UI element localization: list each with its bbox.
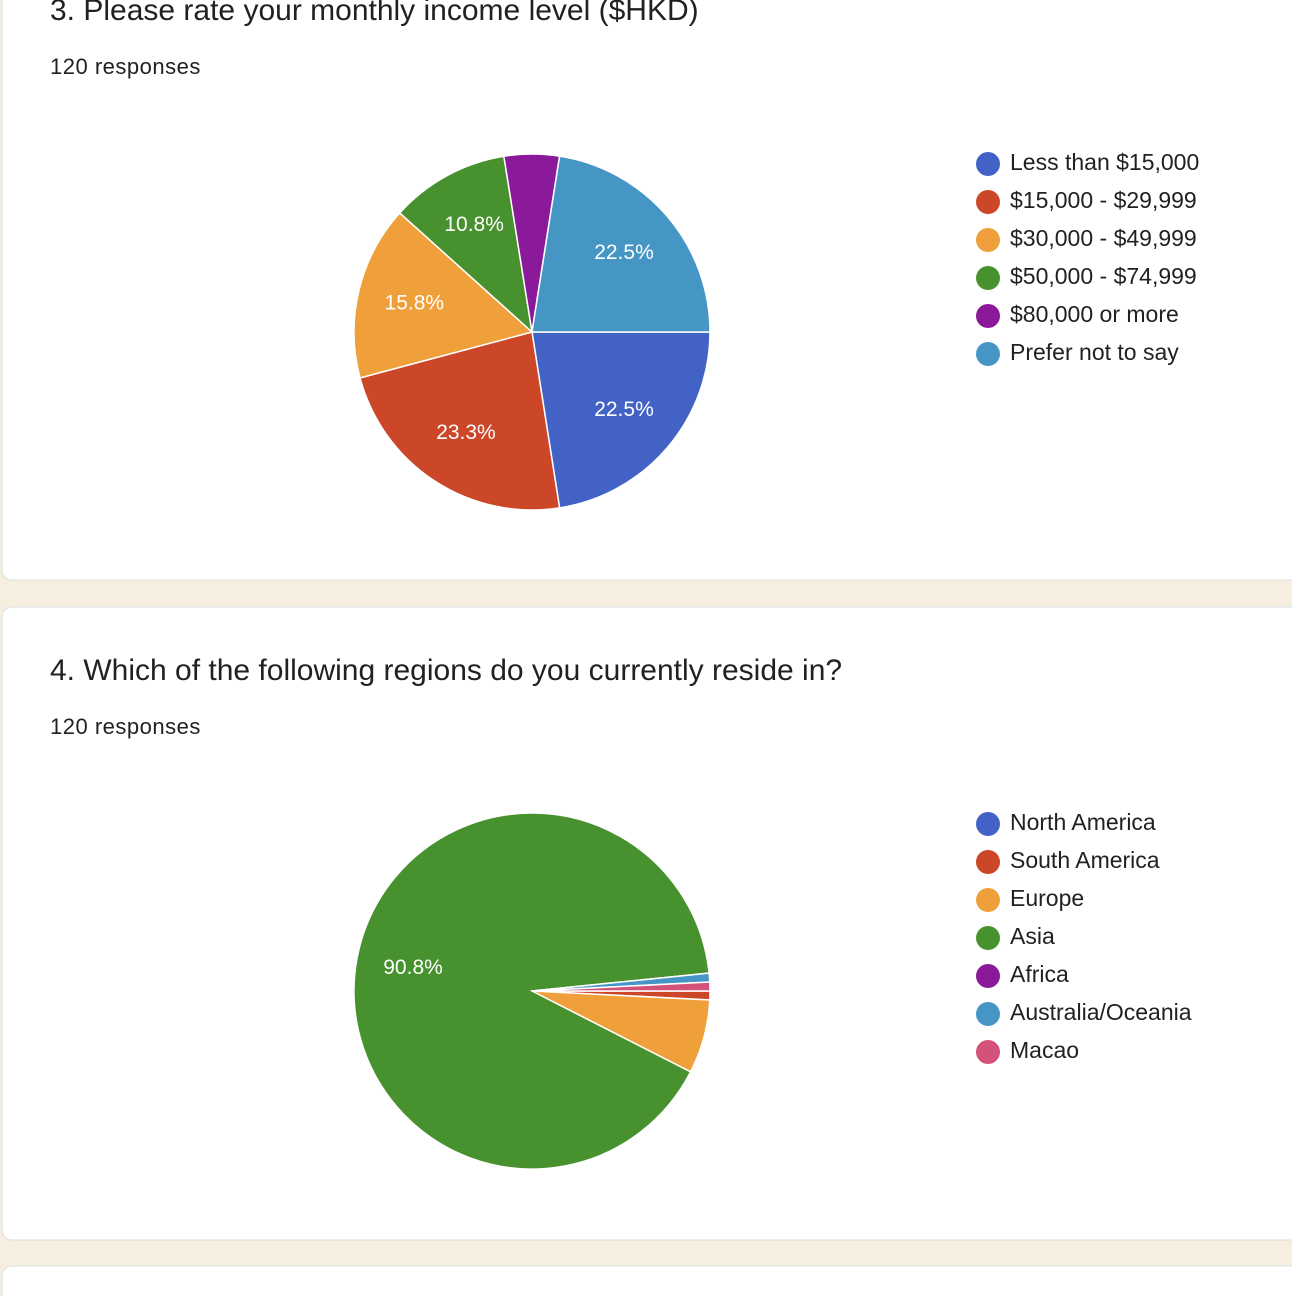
legend-marker	[976, 850, 1000, 874]
legend-marker	[976, 152, 1000, 176]
legend-label: Africa	[1010, 961, 1069, 987]
legend-marker	[976, 964, 1000, 988]
legend-marker	[976, 228, 1000, 252]
pie-slice	[531, 331, 711, 509]
pie-slice	[531, 981, 711, 992]
legend-label: $80,000 or more	[1010, 301, 1179, 327]
legend-marker	[976, 266, 1000, 290]
question-title: 4. Which of the following regions do you…	[50, 654, 842, 687]
legend-marker	[976, 888, 1000, 912]
legend-label: Prefer not to say	[1010, 339, 1179, 365]
response-count: 120 responses	[50, 54, 201, 79]
legend-label: Macao	[1010, 1037, 1079, 1063]
legend-label: Less than $15,000	[1010, 149, 1199, 175]
legend-label: North America	[1010, 809, 1156, 835]
slice-label: 90.8%	[383, 956, 443, 979]
slice-label: 10.8%	[444, 213, 504, 236]
legend-marker	[976, 190, 1000, 214]
slice-label: 15.8%	[385, 291, 445, 314]
legend-label: South America	[1010, 847, 1160, 873]
slice-label: 22.5%	[594, 398, 654, 421]
pie-slice	[531, 155, 711, 333]
legend-marker	[976, 926, 1000, 950]
legend-label: $15,000 - $29,999	[1010, 187, 1197, 213]
pie-slice	[353, 211, 534, 379]
legend-label: $50,000 - $74,999	[1010, 263, 1197, 289]
legend-label: Asia	[1010, 923, 1055, 949]
card	[1, 1265, 1292, 1296]
legend-label: $30,000 - $49,999	[1010, 225, 1197, 251]
slice-label: 23.3%	[436, 421, 496, 444]
legend-marker	[976, 1040, 1000, 1064]
legend-label: Europe	[1010, 885, 1084, 911]
legend-marker	[976, 1002, 1000, 1026]
legend-marker	[976, 304, 1000, 328]
pie-slice	[359, 331, 561, 511]
legend-marker	[976, 812, 1000, 836]
pie-slice	[398, 155, 534, 334]
question-title: 3. Please rate your monthly income level…	[50, 0, 699, 27]
response-count: 120 responses	[50, 714, 201, 739]
legend-label: Australia/Oceania	[1010, 999, 1192, 1025]
slice-label: 22.5%	[594, 241, 654, 264]
legend-marker	[976, 342, 1000, 366]
pie-slice	[353, 812, 710, 1170]
